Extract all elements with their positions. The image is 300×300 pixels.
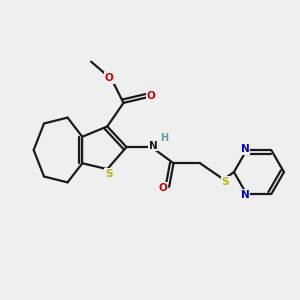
Text: O: O — [159, 183, 168, 193]
Text: S: S — [221, 177, 229, 187]
Text: N: N — [241, 190, 249, 200]
Text: O: O — [105, 73, 114, 83]
Text: N: N — [241, 144, 249, 154]
Text: O: O — [146, 91, 155, 100]
Text: S: S — [105, 169, 112, 178]
Text: H: H — [160, 133, 168, 142]
Text: N: N — [148, 141, 157, 151]
